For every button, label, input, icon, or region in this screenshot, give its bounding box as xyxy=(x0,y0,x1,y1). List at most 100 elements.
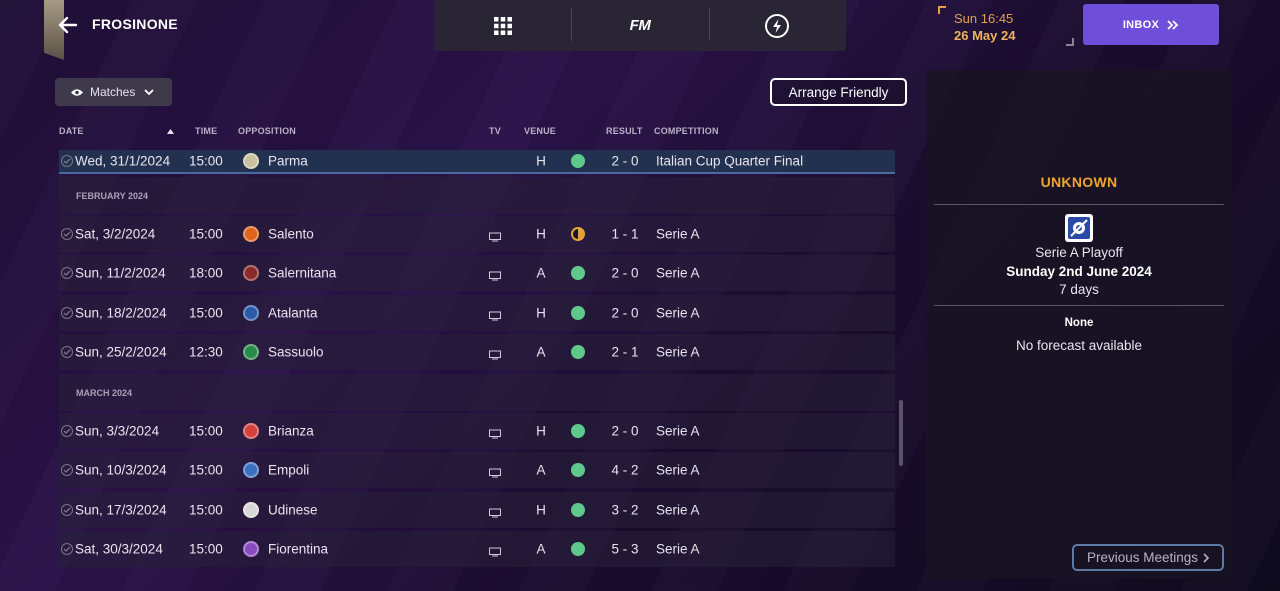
fixture-result[interactable]: 2 - 0 xyxy=(611,265,639,281)
table-row[interactable]: Sun, 18/2/2024 15:00 Atalanta H 2 - 0 Serie A xyxy=(59,295,895,331)
table-row[interactable]: Sun, 11/2/2024 18:00 Salernitana A 2 - 0 Seri… xyxy=(59,255,895,291)
fixture-opposition[interactable]: Sassuolo xyxy=(268,344,324,360)
win-result-icon xyxy=(571,306,585,320)
fixture-time: 15:00 xyxy=(189,423,223,439)
month-header: MARCH 2024 xyxy=(59,374,895,411)
tv-icon xyxy=(489,545,501,557)
quick-actions-button[interactable] xyxy=(708,0,846,51)
table-row[interactable]: Sat, 3/2/2024 15:00 Salento H 1 - 1 Serie A xyxy=(59,216,895,252)
previous-meetings-label: Previous Meetings xyxy=(1086,550,1199,565)
fixtures-scrollbar[interactable] xyxy=(899,400,903,466)
sort-ascending-icon xyxy=(167,129,174,134)
clock-corner-decoration xyxy=(1066,38,1074,46)
fixture-competition[interactable]: Serie A xyxy=(656,344,700,360)
fixture-competition[interactable]: Serie A xyxy=(656,462,700,478)
back-button[interactable] xyxy=(56,12,80,38)
table-column-headers: DATE TIME OPPOSITION TV VENUE RESULT COM… xyxy=(59,126,895,140)
fixture-opposition[interactable]: Atalanta xyxy=(268,305,318,321)
fixture-result[interactable]: 1 - 1 xyxy=(611,226,639,242)
matches-filter-dropdown[interactable]: Matches xyxy=(55,78,172,106)
table-row[interactable]: Sun, 17/3/2024 15:00 Udinese H 3 - 2 Serie A xyxy=(59,492,895,528)
table-row[interactable]: Sun, 25/2/2024 12:30 Sassuolo A 2 - 1 Serie A xyxy=(59,334,895,370)
game-clock[interactable]: Sun 16:45 26 May 24 xyxy=(938,6,1074,46)
fixture-result[interactable]: 3 - 2 xyxy=(611,502,639,518)
played-check-icon xyxy=(61,267,73,279)
fixture-competition[interactable]: Serie A xyxy=(656,226,700,242)
fm-logo: FM xyxy=(629,17,651,34)
fixture-time: 15:00 xyxy=(189,502,223,518)
fixture-result[interactable]: 5 - 3 xyxy=(611,541,639,557)
fixture-opposition[interactable]: Fiorentina xyxy=(268,541,329,557)
fixture-opposition[interactable]: Parma xyxy=(268,153,308,169)
top-navigation-bar: FM xyxy=(434,0,846,51)
fixture-result[interactable]: 2 - 1 xyxy=(611,344,639,360)
played-check-icon xyxy=(61,346,73,358)
grid-icon xyxy=(493,16,512,35)
fixture-opposition[interactable]: Brianza xyxy=(268,423,314,439)
fixture-result[interactable]: 4 - 2 xyxy=(611,462,639,478)
fixture-competition[interactable]: Serie A xyxy=(656,541,700,557)
fixture-competition[interactable]: Serie A xyxy=(656,305,700,321)
played-check-icon xyxy=(61,464,73,476)
fixture-venue: A xyxy=(536,265,546,281)
fixture-opposition[interactable]: Empoli xyxy=(268,462,310,478)
fixture-result[interactable]: 2 - 0 xyxy=(611,305,639,321)
fixture-competition[interactable]: Serie A xyxy=(656,423,700,439)
club-name[interactable]: FROSINONE xyxy=(92,16,178,32)
team-crest-icon xyxy=(243,541,259,557)
fixture-result[interactable]: 2 - 0 xyxy=(611,153,639,169)
fixture-venue: H xyxy=(536,305,546,321)
column-header-competition[interactable]: COMPETITION xyxy=(654,126,719,136)
fixture-venue: A xyxy=(536,462,546,478)
team-crest-icon xyxy=(243,226,259,242)
eye-icon xyxy=(71,88,83,96)
fixture-time: 18:00 xyxy=(189,265,223,281)
fm-home-button[interactable]: FM xyxy=(571,0,708,51)
fixture-date: Sun, 10/3/2024 xyxy=(75,462,167,478)
inbox-button[interactable]: INBOX xyxy=(1083,4,1219,45)
fixture-competition[interactable]: Serie A xyxy=(656,502,700,518)
fixture-opposition[interactable]: Udinese xyxy=(268,502,318,518)
fixture-time: 15:00 xyxy=(189,462,223,478)
column-header-result[interactable]: RESULT xyxy=(606,126,643,136)
tv-icon xyxy=(489,230,501,242)
fixture-venue: H xyxy=(536,153,546,169)
fixture-competition[interactable]: Serie A xyxy=(656,265,700,281)
table-row[interactable]: Sat, 30/3/2024 15:00 Fiorentina A 5 - 3 Serie… xyxy=(59,531,895,567)
tv-icon xyxy=(489,309,501,321)
arrange-friendly-button[interactable]: Arrange Friendly xyxy=(770,78,907,106)
table-row[interactable]: Sun, 10/3/2024 15:00 Empoli A 4 - 2 Serie A xyxy=(59,452,895,488)
forecast-title: None xyxy=(1064,317,1094,329)
fixture-result[interactable]: 2 - 0 xyxy=(611,423,639,439)
column-header-time[interactable]: TIME xyxy=(195,126,218,136)
fixture-opposition[interactable]: Salernitana xyxy=(268,265,337,281)
fixture-venue: H xyxy=(536,502,546,518)
column-header-tv[interactable]: TV xyxy=(489,126,501,136)
serie-a-logo-icon xyxy=(1068,217,1090,239)
fixture-date: Sat, 3/2/2024 xyxy=(75,226,156,242)
team-crest-icon xyxy=(243,423,259,439)
menu-grid-button[interactable] xyxy=(434,0,571,51)
column-header-opposition[interactable]: OPPOSITION xyxy=(238,126,297,136)
tv-icon xyxy=(489,506,501,518)
column-header-date[interactable]: DATE xyxy=(59,126,84,136)
team-crest-icon xyxy=(243,462,259,478)
team-crest-icon xyxy=(243,305,259,321)
table-row[interactable]: Wed, 31/1/2024 15:00 Parma H 2 - 0 Italian Cu… xyxy=(59,150,895,174)
played-check-icon xyxy=(61,504,73,516)
win-result-icon xyxy=(571,154,585,168)
column-header-venue[interactable]: VENUE xyxy=(524,126,557,136)
team-crest-icon xyxy=(243,502,259,518)
fixture-venue: H xyxy=(536,423,546,439)
fixture-date: Sat, 30/3/2024 xyxy=(75,541,163,557)
fixture-competition[interactable]: Italian Cup Quarter Final xyxy=(656,153,804,169)
table-row[interactable]: Sun, 3/3/2024 15:00 Brianza H 2 - 0 Serie A xyxy=(59,413,895,449)
win-result-icon xyxy=(571,345,585,359)
fixture-opposition[interactable]: Salento xyxy=(268,226,314,242)
competition-trophy-icon[interactable] xyxy=(1065,214,1093,242)
fixture-date: Sun, 18/2/2024 xyxy=(75,305,167,321)
next-match-competition[interactable]: Serie A Playoff xyxy=(1035,245,1123,260)
fixture-date: Sun, 3/3/2024 xyxy=(75,423,160,439)
clock-corner-decoration xyxy=(938,6,946,14)
previous-meetings-button[interactable]: Previous Meetings xyxy=(1072,544,1224,571)
